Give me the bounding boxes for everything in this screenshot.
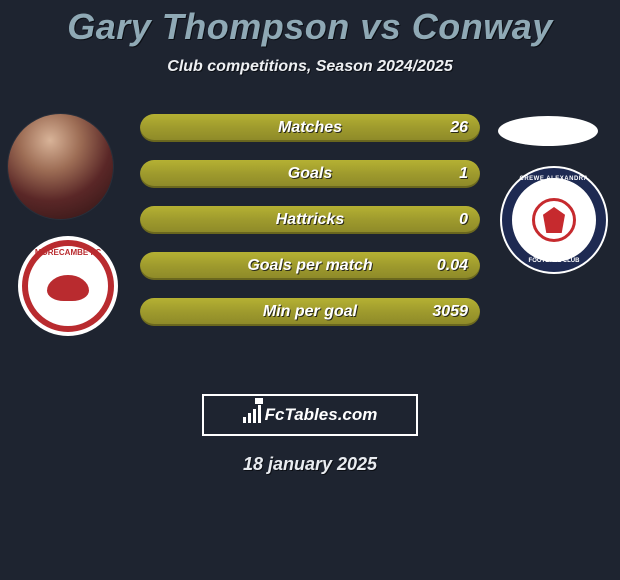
stat-label: Goals per match <box>247 257 372 275</box>
stat-label: Min per goal <box>263 303 357 321</box>
stat-value: 0.04 <box>437 257 468 275</box>
chart-icon <box>243 407 261 423</box>
club-right-label-bottom: FOOTBALL CLUB <box>529 258 580 264</box>
club-left-badge: MORECAMBE FC <box>18 236 118 336</box>
stats-bars: Matches 26 Goals 1 Hattricks 0 Goals per… <box>140 114 480 344</box>
stat-row-matches: Matches 26 <box>140 114 480 142</box>
stat-value: 26 <box>450 119 468 137</box>
stat-row-goals: Goals 1 <box>140 160 480 188</box>
club-left-label: MORECAMBE FC <box>35 248 101 257</box>
stat-value: 1 <box>459 165 468 183</box>
date-text: 18 january 2025 <box>0 454 620 475</box>
stat-row-hattricks: Hattricks 0 <box>140 206 480 234</box>
page-title: Gary Thompson vs Conway <box>0 0 620 48</box>
player-left-avatar <box>8 114 113 219</box>
player-right-avatar <box>498 116 598 146</box>
shrimp-icon <box>47 275 89 301</box>
club-right-label-top: CREWE ALEXANDRA <box>520 176 589 182</box>
brand-text: FcTables.com <box>265 405 378 425</box>
stat-value: 3059 <box>432 303 468 321</box>
stat-row-gpm: Goals per match 0.04 <box>140 252 480 280</box>
stat-label: Goals <box>288 165 332 183</box>
stat-value: 0 <box>459 211 468 229</box>
brand-box: FcTables.com <box>202 394 418 436</box>
stat-label: Matches <box>278 119 342 137</box>
club-right-badge: CREWE ALEXANDRA FOOTBALL CLUB <box>500 166 608 274</box>
stat-row-mpg: Min per goal 3059 <box>140 298 480 326</box>
content-area: MORECAMBE FC Matches 26 Goals 1 Hattrick… <box>0 106 620 366</box>
comparison-card: Gary Thompson vs Conway Club competition… <box>0 0 620 580</box>
page-subtitle: Club competitions, Season 2024/2025 <box>0 58 620 76</box>
stat-label: Hattricks <box>276 211 344 229</box>
